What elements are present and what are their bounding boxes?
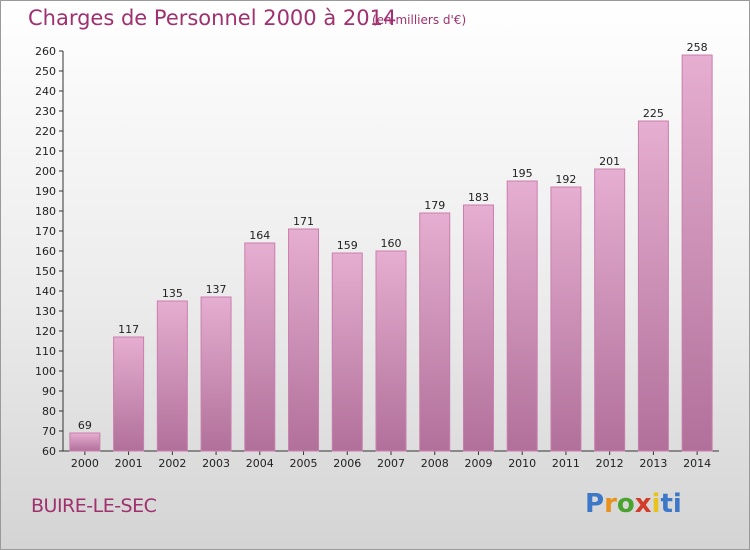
y-tick-label: 80 <box>42 405 56 418</box>
x-axis: 2000 2001 2002 2003 2004 2005 2006 2007 2008 2009… <box>63 450 719 470</box>
y-tick-label: 150 <box>35 265 56 278</box>
y-tick-label: 190 <box>35 185 56 198</box>
data-label: 69 <box>78 419 92 432</box>
logo-letter: x <box>634 489 652 519</box>
x-tick-label: 2009 <box>464 457 492 470</box>
y-tick-label: 160 <box>35 245 56 258</box>
y-tick-label: 170 <box>35 225 56 238</box>
y-axis: 60 70 80 90 100 110 120 130 140 150 160 170 180 190 20… <box>35 45 64 458</box>
y-tick-label: 130 <box>35 305 56 318</box>
bar-2014 <box>681 54 713 452</box>
logo-letter: r <box>604 489 617 519</box>
x-tick-label: 2014 <box>683 457 711 470</box>
data-label: 164 <box>249 229 270 242</box>
bar-2008 <box>419 212 451 452</box>
bar-2006 <box>331 252 363 452</box>
data-label: 201 <box>599 155 620 168</box>
data-label: 183 <box>468 191 489 204</box>
bar-2004 <box>244 242 276 452</box>
bar-2013 <box>637 120 669 452</box>
proxiti-logo: Proxiti <box>585 489 682 519</box>
data-label: 117 <box>118 323 139 336</box>
data-label: 159 <box>337 239 358 252</box>
bar-2011 <box>550 186 582 452</box>
y-tick-label: 260 <box>35 45 56 58</box>
x-tick-label: 2010 <box>508 457 536 470</box>
bar-2001 <box>113 336 145 452</box>
x-tick-label: 2004 <box>246 457 274 470</box>
data-label: 135 <box>162 287 183 300</box>
x-tick-label: 2003 <box>202 457 230 470</box>
unit-note: (en milliers d'€) <box>372 13 467 27</box>
chart-title: Charges de Personnel 2000 à 2014 <box>28 6 397 30</box>
x-tick-label: 2007 <box>377 457 405 470</box>
y-tick-label: 90 <box>42 385 56 398</box>
data-label: 225 <box>643 107 664 120</box>
bar-2002 <box>156 300 188 452</box>
x-tick-label: 2000 <box>71 457 99 470</box>
bar-2005 <box>288 228 320 452</box>
data-label: 171 <box>293 215 314 228</box>
x-tick-label: 2013 <box>639 457 667 470</box>
y-tick-label: 60 <box>42 445 56 458</box>
y-tick-label: 200 <box>35 165 56 178</box>
bar-2003 <box>200 296 232 452</box>
y-tick-label: 140 <box>35 285 56 298</box>
bar-2000 <box>69 432 101 452</box>
y-tick-label: 250 <box>35 65 56 78</box>
y-tick-label: 180 <box>35 205 56 218</box>
data-label: 160 <box>381 237 402 250</box>
y-tick-label: 70 <box>42 425 56 438</box>
data-label: 179 <box>424 199 445 212</box>
y-tick-label: 220 <box>35 125 56 138</box>
data-label: 258 <box>687 41 708 54</box>
x-tick-label: 2006 <box>333 457 361 470</box>
bars: 69 117 135 137 164 171 159 160 179 183 195 192 201 22… <box>69 41 713 452</box>
x-tick-label: 2002 <box>158 457 186 470</box>
x-tick-label: 2001 <box>115 457 143 470</box>
bar-2009 <box>462 204 494 452</box>
logo-letter: P <box>585 489 605 519</box>
bar-2007 <box>375 250 407 452</box>
x-tick-label: 2012 <box>596 457 624 470</box>
x-tick-label: 2008 <box>421 457 449 470</box>
data-label: 137 <box>206 283 227 296</box>
bar-2012 <box>594 168 626 452</box>
logo-letter: o <box>616 489 635 519</box>
y-tick-label: 240 <box>35 85 56 98</box>
x-tick-label: 2011 <box>552 457 580 470</box>
y-tick-label: 210 <box>35 145 56 158</box>
x-tick-label: 2005 <box>290 457 318 470</box>
data-label: 195 <box>512 167 533 180</box>
town-name: BUIRE-LE-SEC <box>31 495 157 517</box>
logo-letter: i <box>651 489 661 519</box>
data-label: 192 <box>555 173 576 186</box>
logo-letter: ti <box>660 489 682 519</box>
y-tick-label: 230 <box>35 105 56 118</box>
bar-2010 <box>506 180 538 452</box>
y-tick-label: 110 <box>35 345 56 358</box>
y-tick-label: 100 <box>35 365 56 378</box>
y-tick-label: 120 <box>35 325 56 338</box>
